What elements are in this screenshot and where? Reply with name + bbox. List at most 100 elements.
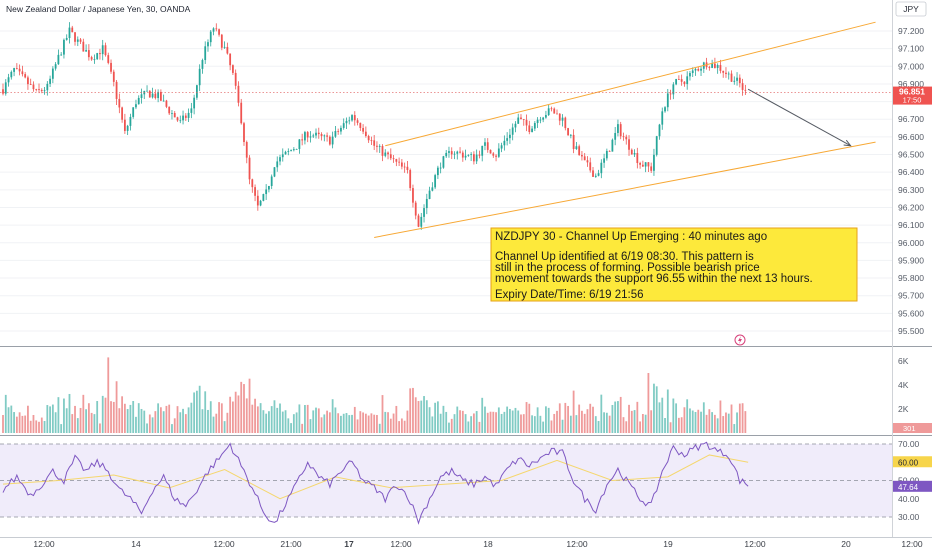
volume-bar [531,415,533,433]
candle-body [179,120,182,122]
candle-body [738,77,741,84]
candle-body [509,134,511,139]
volume-bar [542,421,545,433]
volume-bar [251,404,254,433]
price-tick-label: 96.100 [898,220,924,230]
candle-body [517,117,520,124]
annotation-box[interactable]: NZDJPY 30 - Channel Up Emerging : 40 min… [490,227,858,302]
currency-selector[interactable]: JPY [895,1,927,17]
volume-bar [76,418,79,433]
volume-bar [550,420,553,433]
price-tick-label: 95.900 [898,255,924,265]
candle-body [281,154,284,158]
time-tick-label: 12:00 [744,539,766,549]
candle-body [381,145,384,156]
volume-bar [539,415,542,433]
volume-bar [711,412,714,433]
volume-bar [387,412,389,433]
candle-body [561,117,564,121]
time-tick-label: 14 [131,539,141,549]
volume-bar [459,410,461,433]
candle-body [21,71,24,75]
volume-bar [104,397,107,433]
volume-bar [63,398,65,433]
currency-selector-box[interactable] [895,1,927,17]
volume-bar [605,412,608,433]
volume-bar [7,407,10,433]
candle-body [744,89,747,91]
volume-axis: 6K 4K 2K [898,356,909,414]
price-tick-label: 96.200 [898,202,924,212]
volume-bar [370,413,373,433]
candle-body [146,90,148,92]
candle-body [730,73,733,82]
volume-bar [669,422,672,433]
candle-body [592,170,594,177]
candle-body [328,136,331,145]
volume-bar [622,417,625,433]
volume-bar [425,400,428,433]
candle-body [317,132,320,135]
annotation-background[interactable] [490,227,858,302]
price-tick-label: 97.200 [898,26,924,36]
candle-body [486,142,489,150]
volume-bar [268,411,270,433]
volume-bar [237,395,240,433]
candle-body [719,65,722,71]
candle-body [547,108,550,116]
volume-bar [157,403,160,433]
candle-body [633,152,636,155]
volume-bar [342,413,345,433]
volume-bar [664,417,666,433]
annotation-heading: NZDJPY 30 - Channel Up Emerging : 40 min… [495,231,767,243]
volume-bar [182,408,184,433]
candle-body [639,163,641,165]
volume-bar [304,405,306,433]
volume-bar [481,397,484,433]
candle-body [567,128,569,136]
volume-bar [428,407,431,433]
candle-body [489,149,492,154]
volume-bar [165,405,168,433]
candle-body [40,89,43,91]
volume-bar [614,401,617,433]
candle-body [126,125,129,131]
candle-body [691,70,694,74]
candle-body [434,175,437,188]
candle-body [76,39,79,42]
time-tick-label: 17 [344,539,354,549]
candle-body [636,152,639,164]
volume-bar [442,405,445,433]
candle-body [697,69,700,71]
candle-body [414,202,417,216]
candle-body [157,91,160,99]
rsi-axis: 70.00 50.00 40.00 30.00 [898,439,920,522]
candle-body [556,113,558,115]
candle-body [337,131,340,132]
candle-body [689,73,691,77]
volume-bar [15,416,18,433]
volume-bar [716,418,719,433]
volume-bar [201,409,204,433]
candle-body [398,161,401,163]
volume-bar [90,412,93,433]
candle-body [212,28,215,32]
currency-label[interactable]: JPY [903,4,919,14]
volume-bar [467,421,470,433]
volume-bar [520,414,522,433]
candle-body [428,190,431,199]
volume-bar [351,414,353,433]
lightning-event-icon[interactable] [734,334,746,346]
volume-bar [655,386,658,433]
annotation-expiry: Expiry Date/Time: 6/19 21:56 [495,289,644,301]
candle-body [129,116,132,126]
volume-bar [661,397,664,433]
volume-bar [18,412,21,433]
candle-body [287,151,290,152]
price-tick-label: 97.000 [898,61,924,71]
candle-body [10,71,13,78]
candle-body [658,124,661,137]
volume-bar [744,411,747,433]
volume-bar [556,410,558,433]
candle-body [603,158,605,163]
